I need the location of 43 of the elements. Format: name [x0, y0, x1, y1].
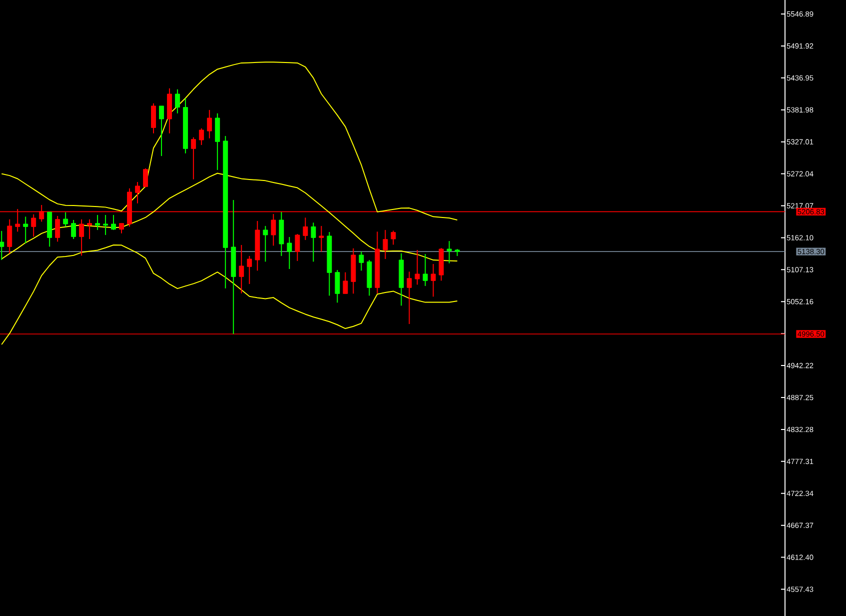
candlestick [7, 218, 12, 254]
candlestick [262, 225, 268, 262]
candlestick [119, 222, 124, 234]
candlestick [382, 229, 388, 260]
line-series [1, 62, 458, 220]
candlestick [95, 214, 100, 230]
candlestick [31, 214, 36, 238]
candlestick [198, 128, 204, 146]
candlestick [246, 255, 252, 284]
candlestick [190, 136, 196, 180]
candlestick [79, 218, 84, 256]
candlestick [158, 105, 164, 157]
candlestick [23, 216, 28, 244]
candlestick [390, 230, 396, 246]
candlestick [143, 168, 148, 188]
candlestick [318, 225, 324, 252]
candlestick [87, 218, 92, 240]
candlestick [71, 219, 76, 240]
candlestick [135, 182, 140, 204]
candlestick [206, 109, 212, 139]
candlestick [63, 212, 68, 228]
candlestick [286, 236, 292, 270]
candlestick [430, 263, 436, 298]
candlestick [294, 233, 300, 262]
candlestick [103, 214, 108, 236]
candlestick [270, 213, 276, 246]
candlestick [334, 269, 340, 304]
candlestick [238, 244, 244, 294]
candlestick [55, 215, 60, 242]
candlestick [214, 112, 220, 170]
line-series [1, 172, 458, 262]
candlestick [358, 251, 364, 272]
candlestick [111, 214, 116, 230]
candlestick [414, 249, 420, 286]
candlestick [310, 222, 316, 262]
candlestick [422, 253, 428, 286]
candlestick [406, 271, 412, 324]
candlestick [150, 102, 156, 134]
candlestick [302, 217, 308, 240]
candlestick [0, 230, 4, 260]
candlestick [446, 240, 452, 264]
candlestick [174, 88, 180, 114]
candlestick [342, 272, 348, 294]
